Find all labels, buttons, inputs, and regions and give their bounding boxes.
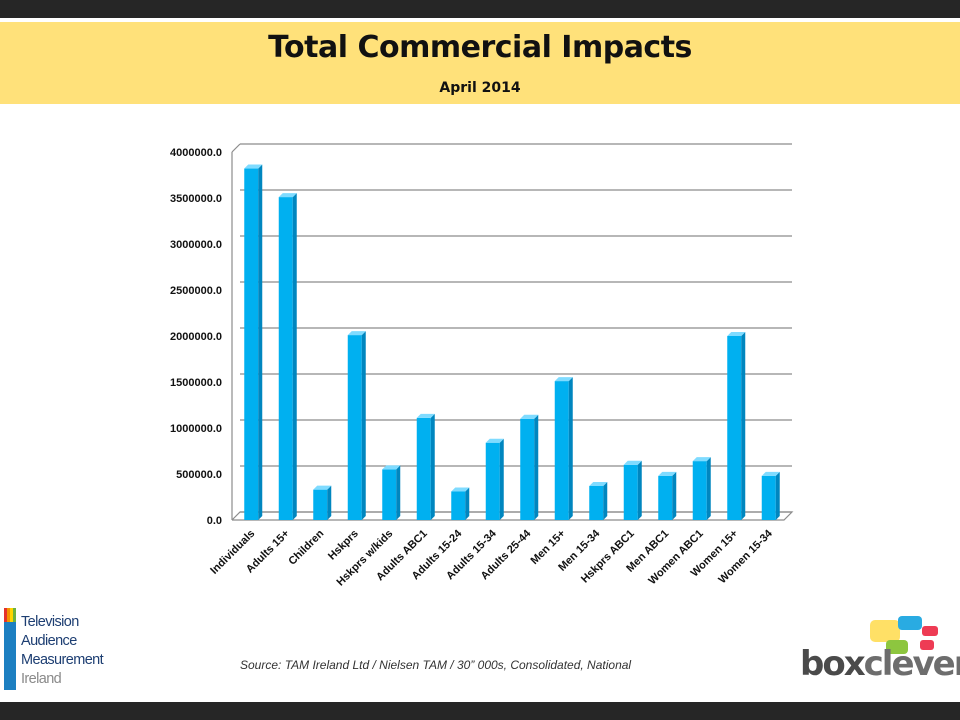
bar-top — [278, 193, 297, 198]
tam-logo-word-3: Measurement — [21, 652, 104, 668]
bar — [485, 442, 500, 520]
tam-ireland-logo: Television Audience Measurement Ireland — [4, 606, 124, 694]
bar-side — [430, 413, 435, 520]
bar-side — [361, 331, 366, 520]
bar-side — [741, 332, 746, 520]
bar — [761, 475, 776, 520]
y-tick-label: 1500000.0 — [170, 377, 222, 389]
bar — [554, 381, 569, 520]
y-tick-label: 3000000.0 — [170, 239, 222, 251]
bar — [520, 418, 535, 520]
x-tick-label: Hskprs — [326, 528, 361, 563]
bar-top — [244, 164, 263, 169]
top-dark-bar — [0, 0, 960, 18]
y-axis-depth-line — [231, 143, 241, 153]
y-tick-label: 1000000.0 — [170, 423, 222, 435]
bar-side — [603, 481, 608, 520]
bar-side — [775, 471, 780, 520]
bar-side — [258, 164, 263, 520]
bar — [727, 336, 742, 520]
bar-side — [637, 460, 642, 520]
bar-top — [347, 331, 366, 336]
tam-logo-word-1: Television — [21, 614, 79, 630]
bar — [278, 197, 293, 520]
bar-top — [451, 487, 470, 492]
y-tick-label: 0.0 — [207, 515, 222, 527]
x-tick-label: Children — [286, 527, 326, 567]
bar — [451, 491, 466, 520]
bar-side — [672, 471, 677, 520]
y-tick-label: 500000.0 — [176, 469, 222, 481]
bar-top — [382, 465, 401, 470]
bar-side — [327, 485, 332, 520]
bar-side — [292, 193, 297, 520]
bar — [658, 475, 673, 520]
bar-side — [465, 487, 470, 520]
bar-top — [485, 438, 504, 443]
bar-top — [589, 481, 608, 486]
bar — [347, 335, 362, 520]
bar — [244, 168, 259, 520]
tam-logo-word-2: Audience — [21, 633, 77, 649]
bar-top — [313, 485, 332, 490]
bar-side — [499, 438, 504, 520]
bar-top — [416, 413, 435, 418]
y-tick-label: 2500000.0 — [170, 285, 222, 297]
boxclever-wordmark: boxclever — [800, 644, 960, 684]
bar — [416, 417, 431, 520]
page-subtitle: April 2014 — [439, 80, 521, 96]
title-banner: Total Commercial Impacts April 2014 — [0, 22, 960, 104]
boxclever-word-clever: clever — [863, 644, 960, 684]
bar-side — [706, 457, 711, 520]
y-tick-label: 3500000.0 — [170, 193, 222, 205]
boxclever-logo: boxclever — [800, 614, 960, 694]
y-tick-label: 4000000.0 — [170, 147, 222, 159]
bottom-dark-bar — [0, 702, 960, 720]
y-tick-label: 2000000.0 — [170, 331, 222, 343]
bar-top — [727, 332, 746, 336]
bar-side — [396, 465, 401, 520]
bar-side — [534, 414, 539, 520]
bar-top — [658, 471, 677, 476]
bar — [313, 489, 328, 520]
bar — [382, 469, 397, 520]
tam-logo-word-4: Ireland — [21, 671, 62, 687]
bar-top — [623, 460, 642, 465]
bar — [692, 461, 707, 520]
tam-logo-stripes-icon — [4, 608, 16, 690]
bar-top — [520, 414, 539, 419]
bar-side — [568, 377, 573, 520]
boxclever-logo-blocks-icon — [870, 616, 938, 654]
bar — [589, 485, 604, 520]
bar-top — [692, 457, 711, 462]
bar-top — [761, 471, 780, 476]
boxclever-word-box: box — [800, 644, 866, 684]
bar-top — [554, 377, 573, 382]
page-title: Total Commercial Impacts — [268, 30, 692, 65]
source-note: Source: TAM Ireland Ltd / Nielsen TAM / … — [240, 658, 632, 672]
bar — [623, 464, 638, 520]
